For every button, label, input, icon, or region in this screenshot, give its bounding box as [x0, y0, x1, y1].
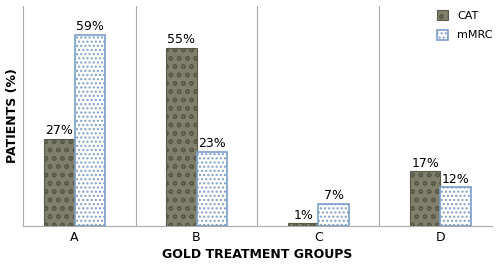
Text: 55%: 55% [168, 33, 196, 46]
Text: 1%: 1% [294, 209, 313, 222]
Bar [410, 171, 440, 226]
Text: 7%: 7% [324, 189, 344, 202]
Bar [196, 152, 227, 226]
Bar [318, 204, 349, 226]
Text: 17%: 17% [411, 156, 439, 170]
Bar [166, 48, 196, 226]
Bar [440, 187, 471, 226]
Legend: CAT, mMRC: CAT, mMRC [434, 7, 496, 44]
Text: 23%: 23% [198, 137, 226, 150]
Text: 12%: 12% [442, 173, 469, 186]
Bar [44, 139, 74, 226]
Text: 27%: 27% [46, 124, 73, 137]
Text: 59%: 59% [76, 20, 104, 33]
X-axis label: GOLD TREATMENT GROUPS: GOLD TREATMENT GROUPS [162, 249, 352, 261]
Y-axis label: PATIENTS (%): PATIENTS (%) [6, 69, 18, 163]
Bar [288, 223, 318, 226]
Bar [74, 35, 105, 226]
